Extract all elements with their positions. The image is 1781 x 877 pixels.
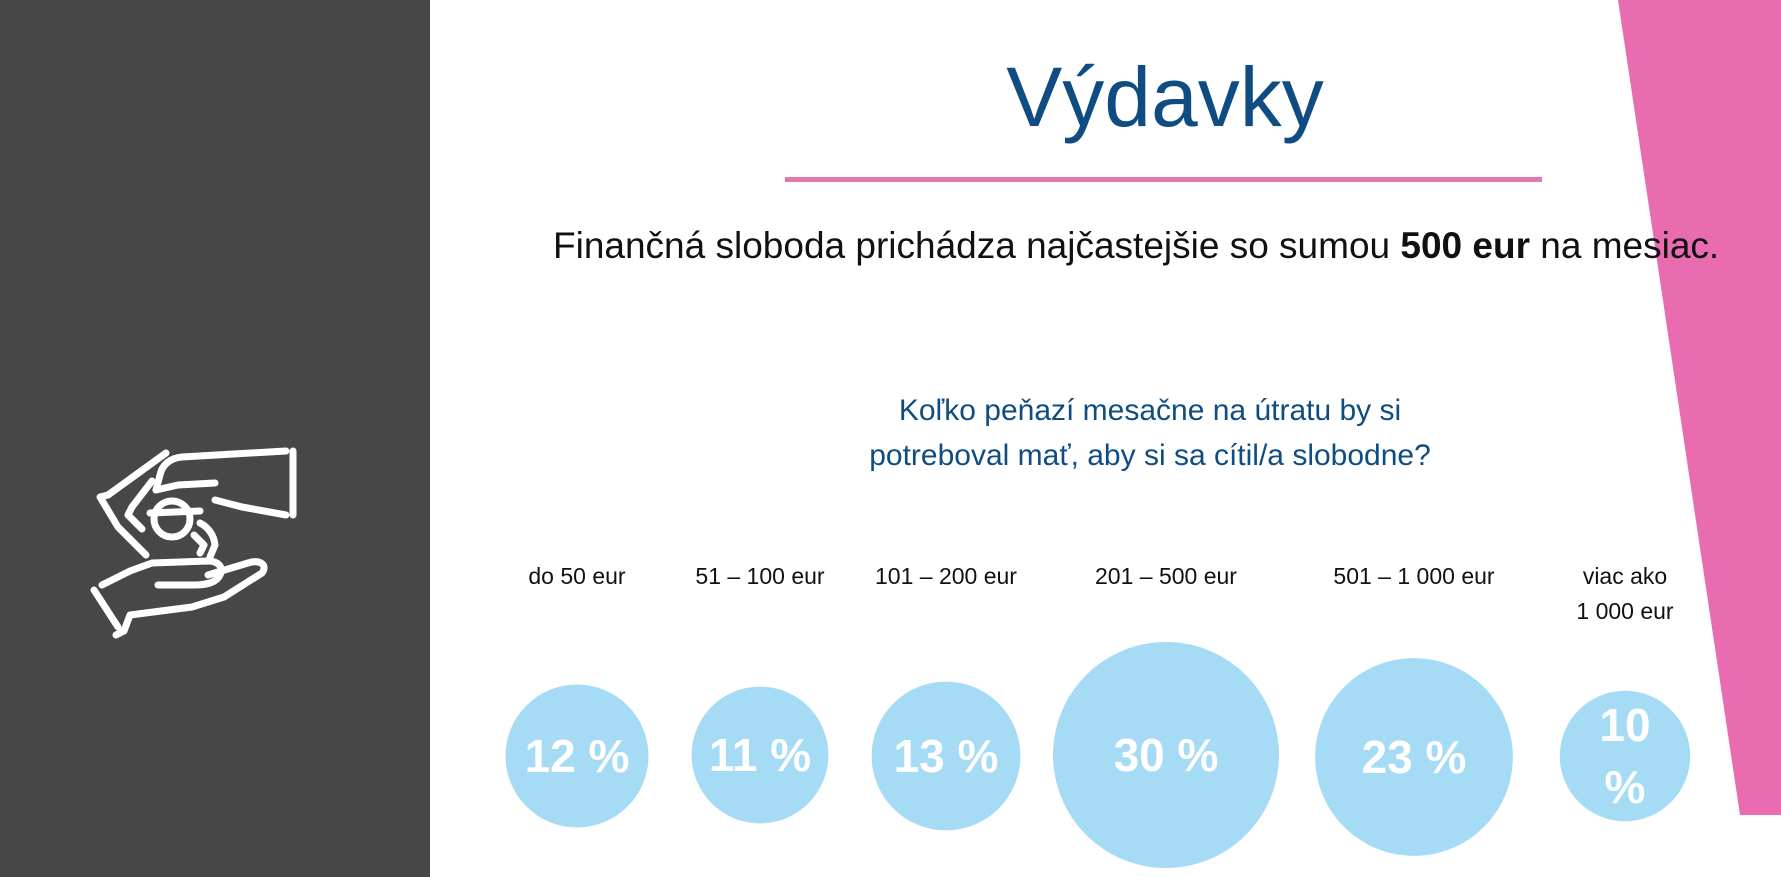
category-label: 501 – 1 000 eur	[1333, 563, 1494, 589]
bubble	[1559, 690, 1691, 822]
bubble	[1053, 642, 1279, 868]
subtitle: Finančná sloboda prichádza najčastejšie …	[553, 222, 1719, 270]
value-label: 10%	[1599, 699, 1650, 813]
survey-question: Koľko peňazí mesačne na útratu by si pot…	[780, 388, 1520, 478]
category-label: 101 – 200 eur	[875, 563, 1017, 589]
value-label: 23 %	[1362, 731, 1467, 783]
value-label: 11 %	[709, 729, 811, 781]
page-title: Výdavky	[1006, 50, 1324, 144]
left-sidebar	[0, 0, 430, 877]
category-label: do 50 eur	[528, 563, 626, 589]
category-label: 201 – 500 eur	[1095, 563, 1237, 589]
title-underline	[785, 177, 1542, 182]
subtitle-highlight: 500 eur	[1400, 225, 1530, 266]
hands-coin-icon	[90, 447, 297, 639]
subtitle-text: Finančná sloboda prichádza najčastejšie …	[553, 225, 1401, 266]
value-label: 30 %	[1114, 729, 1219, 781]
category-label: 51 – 100 eur	[695, 563, 825, 589]
bubble	[871, 681, 1021, 831]
category-label: viac ako 1 000 eur	[1576, 563, 1674, 624]
bubble	[691, 686, 829, 824]
question-line-2: potreboval mať, aby si sa cítil/a slobod…	[869, 439, 1431, 472]
value-label: 12 %	[525, 730, 630, 782]
bubble	[505, 684, 649, 828]
value-label: 13 %	[894, 730, 999, 782]
bubble	[1315, 658, 1513, 856]
question-line-1: Koľko peňazí mesačne na útratu by si	[898, 394, 1402, 427]
subtitle-text-end: na mesiac.	[1529, 225, 1720, 266]
